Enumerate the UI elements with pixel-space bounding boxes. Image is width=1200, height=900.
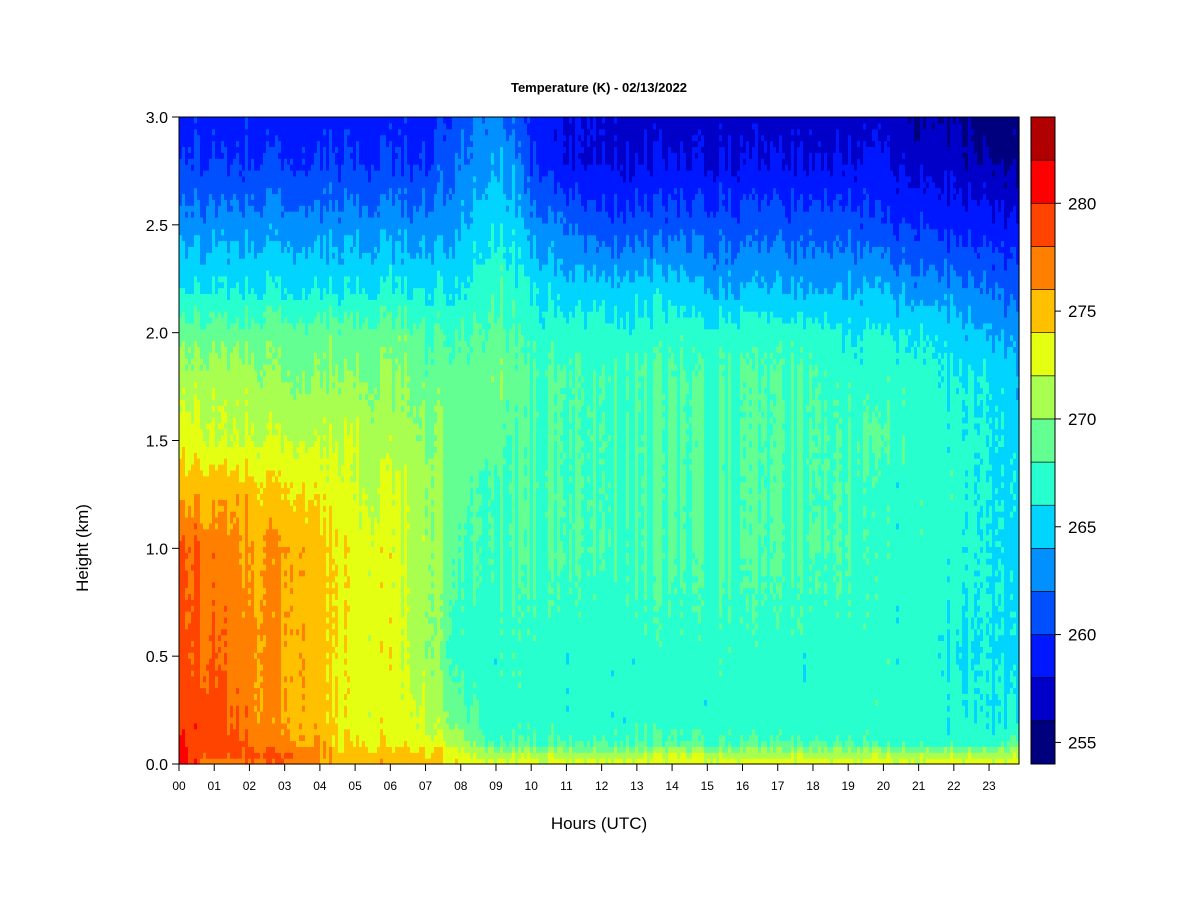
heatmap-cells: [179, 117, 1020, 765]
chart-title: Temperature (K) - 02/13/2022: [511, 80, 687, 95]
